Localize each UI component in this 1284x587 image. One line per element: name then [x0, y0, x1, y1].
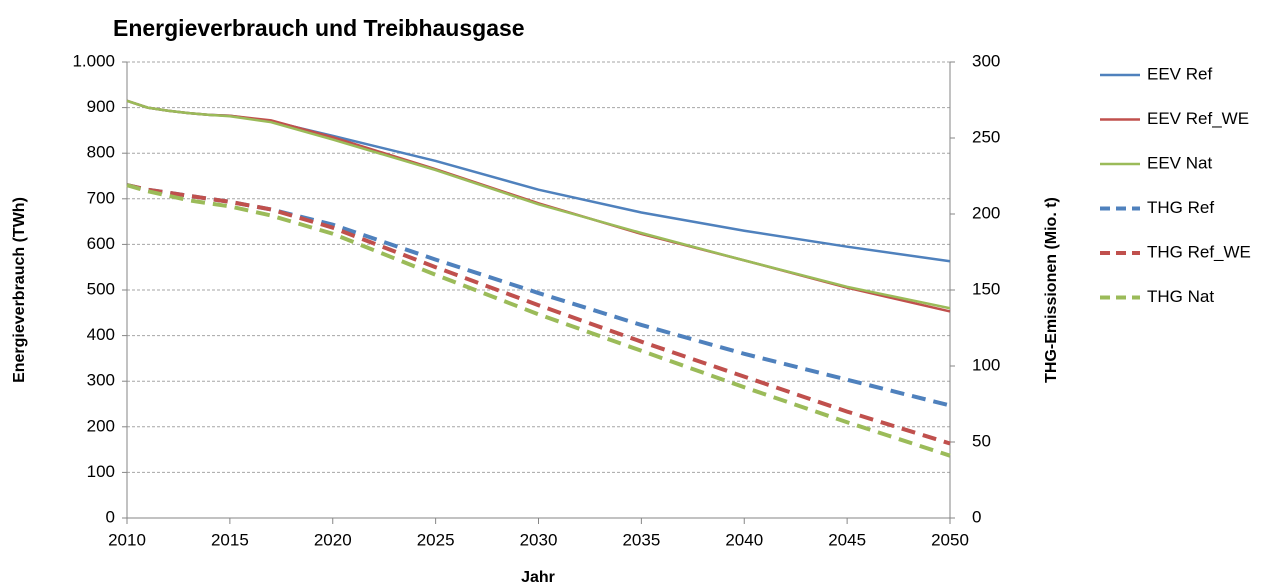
line-series — [126, 99, 951, 310]
line-series — [126, 183, 951, 458]
y-tick-label: 1.000 — [72, 51, 115, 70]
line-series — [126, 99, 951, 263]
y-tick-label: 500 — [87, 279, 115, 298]
x-tick-label: 2010 — [108, 530, 146, 549]
legend-label: EEV Nat — [1147, 153, 1212, 172]
y-tick-label: 700 — [87, 188, 115, 207]
y2-tick-label: 50 — [972, 431, 991, 450]
y2-tick-label: 250 — [972, 127, 1000, 146]
x-tick-label: 2025 — [417, 530, 455, 549]
x-tick-label: 2020 — [314, 530, 352, 549]
y-tick-label: 600 — [87, 234, 115, 253]
y2-tick-label: 100 — [972, 355, 1000, 374]
legend-label: EEV Ref_WE — [1147, 109, 1249, 128]
chart-title: Energieverbrauch und Treibhausgase — [113, 15, 525, 41]
legend-label: THG Ref — [1147, 198, 1214, 217]
y-tick-label: 100 — [87, 462, 115, 481]
y2-tick-label: 200 — [972, 203, 1000, 222]
y-axis-label: Energieverbrauch (TWh) — [11, 197, 28, 383]
y2-axis-label: THG-Emissionen (Mio. t) — [1043, 197, 1060, 383]
legend-label: THG Nat — [1147, 287, 1214, 306]
y2-tick-label: 300 — [972, 51, 1000, 70]
line-series — [126, 99, 951, 313]
y-tick-label: 300 — [87, 371, 115, 390]
x-tick-label: 2040 — [725, 530, 763, 549]
line-series — [126, 183, 951, 446]
line-series — [126, 183, 951, 408]
y-tick-label: 900 — [87, 97, 115, 116]
x-tick-label: 2045 — [828, 530, 866, 549]
y-tick-label: 800 — [87, 143, 115, 162]
y2-tick-label: 0 — [972, 507, 981, 526]
x-tick-label: 2030 — [520, 530, 558, 549]
x-tick-label: 2050 — [931, 530, 969, 549]
y-tick-label: 0 — [106, 507, 115, 526]
y-tick-label: 200 — [87, 416, 115, 435]
legend-label: EEV Ref — [1147, 64, 1212, 83]
legend-label: THG Ref_WE — [1147, 242, 1251, 261]
y2-tick-label: 150 — [972, 279, 1000, 298]
x-axis-label: Jahr — [521, 569, 555, 586]
y-tick-label: 400 — [87, 325, 115, 344]
x-tick-label: 2015 — [211, 530, 249, 549]
x-tick-label: 2035 — [622, 530, 660, 549]
